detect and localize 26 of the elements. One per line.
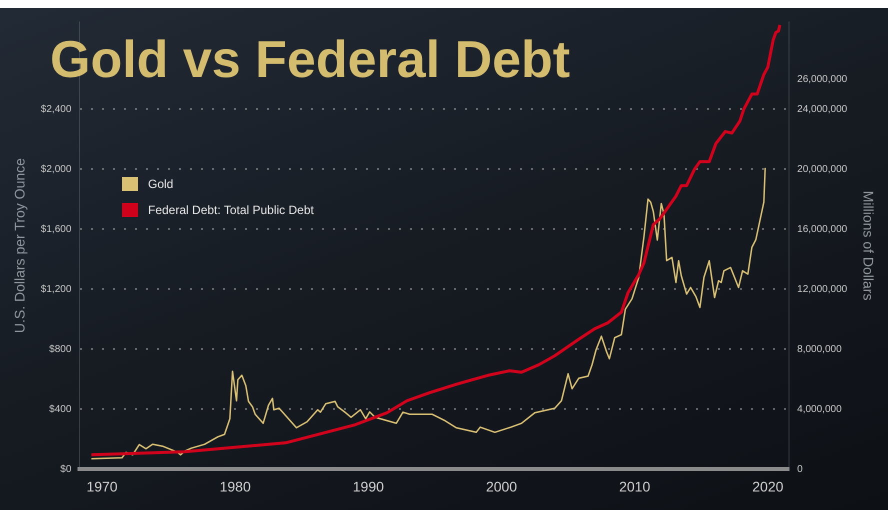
legend-label: Federal Debt: Total Public Debt xyxy=(148,203,314,217)
x-tick-label: 1990 xyxy=(352,478,384,494)
x-tick-label: 2010 xyxy=(619,478,650,494)
y-tick-label: $0 xyxy=(60,464,72,475)
y-axis-title: U.S. Dollars per Troy Ounce xyxy=(11,158,28,334)
y2-axis-title: Millions of Dollars xyxy=(860,190,877,300)
chart-title: Gold vs Federal Debt xyxy=(50,30,570,90)
y2-tick-label: 26,000,000 xyxy=(797,74,848,85)
y-tick-label: $400 xyxy=(49,404,72,415)
y-tick-label: $1,600 xyxy=(40,224,72,235)
y2-tick-label: 12,000,000 xyxy=(797,284,848,295)
y-tick-label: $2,400 xyxy=(40,104,72,115)
y2-tick-label: 8,000,000 xyxy=(797,344,842,355)
y2-tick-label: 16,000,000 xyxy=(797,224,848,235)
y-tick-label: $2,000 xyxy=(40,164,72,175)
y2-tick-label: 4,000,000 xyxy=(797,404,842,415)
x-tick-label: 1970 xyxy=(86,478,118,494)
x-tick-label: 2020 xyxy=(752,478,784,494)
y2-tick-label: 0 xyxy=(797,464,804,475)
y-tick-label: $800 xyxy=(49,344,72,355)
y-tick-label: $1,200 xyxy=(40,284,72,295)
x-tick-label: 2000 xyxy=(486,478,518,494)
y2-tick-label: 20,000,000 xyxy=(797,164,848,175)
y2-tick-label: 24,000,000 xyxy=(797,104,848,115)
legend-label: Gold xyxy=(148,177,174,191)
x-tick-label: 1980 xyxy=(220,478,251,494)
